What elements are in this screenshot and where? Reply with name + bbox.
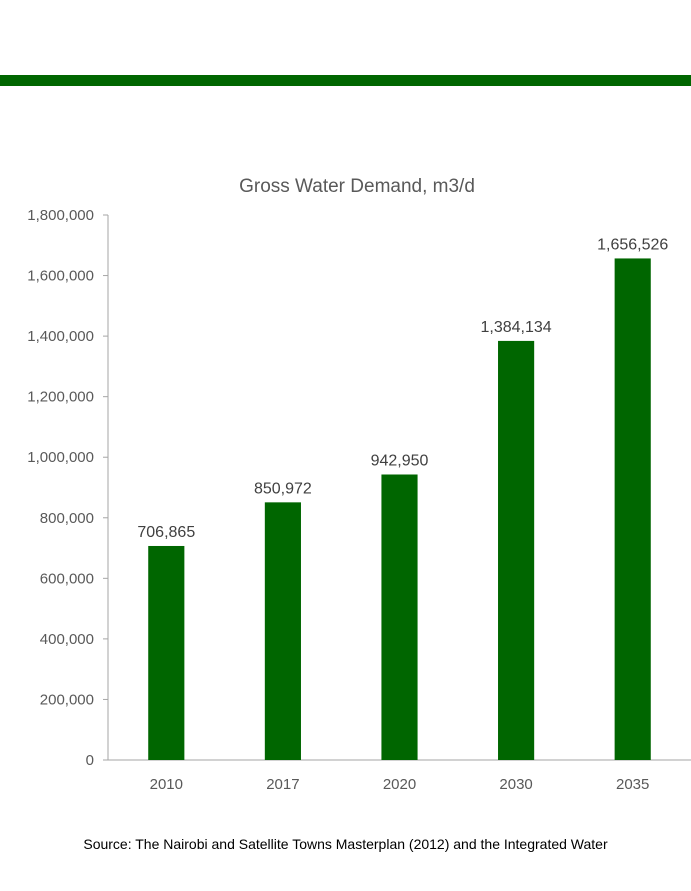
bar-2030 — [498, 340, 535, 760]
bar-2017 — [264, 502, 301, 760]
y-tick-label: 1,000,000 — [27, 449, 94, 466]
data-label-2030: 1,384,134 — [481, 319, 552, 336]
bar-2035 — [614, 258, 651, 760]
data-label-2035: 1,656,526 — [597, 236, 668, 253]
bar-2020 — [381, 474, 418, 760]
y-tick-label: 200,000 — [40, 691, 94, 708]
y-tick-label: 1,800,000 — [27, 207, 94, 224]
bars — [148, 258, 651, 760]
x-tick-label: 2035 — [616, 776, 649, 793]
y-tick-label: 800,000 — [40, 510, 94, 527]
x-tick-label: 2017 — [266, 776, 299, 793]
y-axis: 0 200,000 400,000 600,000 800,000 1,000,000 1,… — [27, 207, 109, 769]
y-tick-label: 1,600,000 — [27, 268, 94, 285]
y-tick-label: 0 — [86, 752, 94, 769]
y-tick-label: 1,200,000 — [27, 389, 94, 406]
chart-title: Gross Water Demand, m3/d — [239, 176, 475, 197]
x-tick-label: 2010 — [150, 776, 183, 793]
x-axis: 2010 2017 2020 2030 2035 — [108, 759, 691, 793]
source-note: Source: The Nairobi and Satellite Towns … — [83, 836, 608, 852]
data-label-2010: 706,865 — [137, 524, 195, 541]
y-tick-label: 600,000 — [40, 570, 94, 587]
data-label-2017: 850,972 — [254, 480, 312, 497]
data-label-2020: 942,950 — [371, 452, 429, 469]
header-band — [0, 75, 691, 86]
y-tick-label: 400,000 — [40, 631, 94, 648]
data-labels: 706,865 850,972 942,950 1,384,134 1,656,526 — [137, 236, 668, 541]
x-tick-label: 2020 — [383, 776, 416, 793]
bar-2010 — [148, 545, 185, 760]
x-tick-label: 2030 — [499, 776, 532, 793]
y-tick-label: 1,400,000 — [27, 328, 94, 345]
